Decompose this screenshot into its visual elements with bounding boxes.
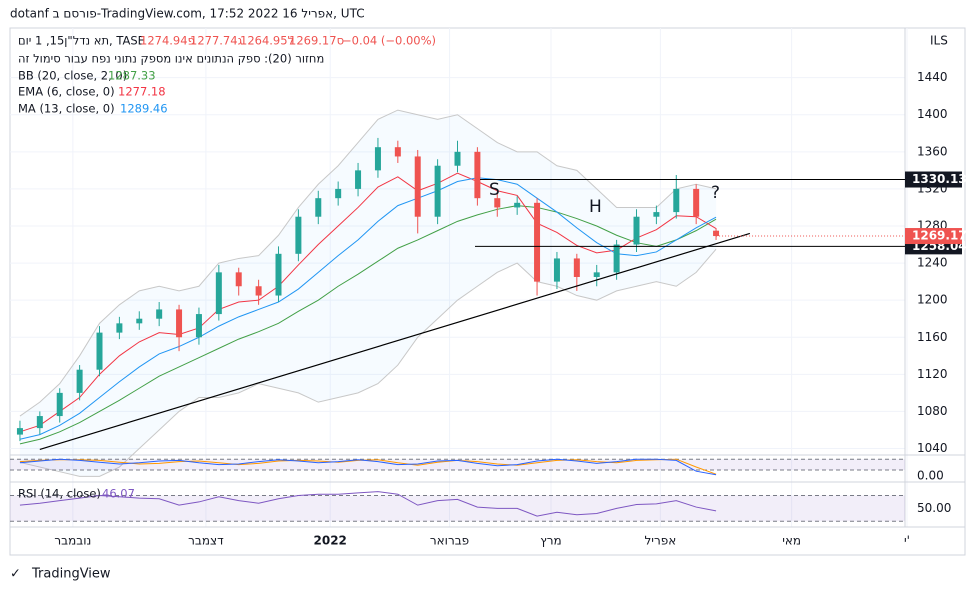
candle-body xyxy=(275,253,282,296)
annotation: ? xyxy=(711,183,720,203)
bb-lower xyxy=(19,248,717,477)
candle-body xyxy=(693,188,700,217)
candle-body xyxy=(553,258,560,282)
ohlc: ס1269.17 xyxy=(289,34,344,48)
y-tick-label: 1160 xyxy=(917,330,948,344)
candle-body xyxy=(156,309,163,319)
ma-legend: MA (13, close, 0) xyxy=(18,102,115,116)
price-label: 1269.17 xyxy=(912,229,967,243)
ema-value: 1277.18 xyxy=(118,85,166,99)
header: dotanf פורסם ב-TradingView.com, 17:52 20… xyxy=(10,7,365,21)
x-tick-label: נובמבר xyxy=(54,534,91,548)
candle-body xyxy=(355,170,362,189)
candle-body xyxy=(36,416,43,429)
x-tick-label: 2022 xyxy=(314,534,347,548)
candle-body xyxy=(315,198,322,217)
candle-body xyxy=(593,272,600,277)
bb-value: 1287.33 xyxy=(108,69,156,83)
ohlc: ל1264.95 xyxy=(240,34,294,48)
candle-body xyxy=(295,216,302,254)
candle-body xyxy=(235,272,242,287)
y-tick-label: 1200 xyxy=(917,293,948,307)
ema-legend: EMA (6, close, 0) xyxy=(18,85,115,99)
ma-value: 1289.46 xyxy=(120,102,168,116)
logo-mark: ✓ xyxy=(10,567,21,582)
ohlc: פ1274.94 xyxy=(140,34,195,48)
candle-body xyxy=(176,309,183,338)
candle-body xyxy=(255,286,262,296)
x-tick-label: מאי xyxy=(782,534,801,548)
candle-body xyxy=(414,156,421,217)
indicator-line xyxy=(19,177,717,440)
y-tick-label: 1120 xyxy=(917,367,948,381)
candle-body xyxy=(16,428,23,435)
y-tick-label: 1400 xyxy=(917,107,948,121)
y-tick-label: 1080 xyxy=(917,404,948,418)
y-tick-label: 1040 xyxy=(917,441,948,455)
candle-body xyxy=(534,202,541,282)
change: −0.04 (−0.00%) xyxy=(342,34,436,48)
frame xyxy=(9,27,966,556)
x-tick-label: פברואר xyxy=(430,534,469,548)
x-tick-label: דצמבר xyxy=(188,534,224,548)
y-tick-label: 0.00 xyxy=(917,469,944,483)
oscillator-line xyxy=(19,458,717,476)
candle-body xyxy=(434,165,441,217)
annotation: S xyxy=(489,180,500,200)
trendline xyxy=(39,232,751,451)
level-label: 1330.13 xyxy=(912,172,967,186)
candle-body xyxy=(96,332,103,370)
annotation: H xyxy=(589,197,602,217)
volume-note: מחזור (20): ספק הנתונים אינו מספק נתוני … xyxy=(18,52,324,66)
footer: TradingView xyxy=(31,567,111,582)
candle-body xyxy=(394,147,401,157)
oscillator-line xyxy=(19,458,717,475)
candle-body xyxy=(195,314,202,338)
candle-body xyxy=(374,147,381,171)
candle-body xyxy=(613,244,620,273)
bb-basis xyxy=(19,205,717,445)
price-box xyxy=(905,228,962,245)
indicator-line xyxy=(19,172,717,433)
candle-body xyxy=(573,258,580,277)
rsi-line xyxy=(19,491,717,517)
symbol: תא נדל"ן15, 1 יום, TASE xyxy=(18,34,145,48)
ohlc: ג1277.74 xyxy=(190,34,243,48)
candle-body xyxy=(116,323,123,333)
candle-body xyxy=(713,230,720,237)
candle-body xyxy=(653,212,660,217)
x-tick-label: אפריל xyxy=(644,534,676,548)
candle-body xyxy=(215,272,222,315)
candle-body xyxy=(474,151,481,199)
x-tick-label: מרץ xyxy=(540,534,561,548)
level-box xyxy=(905,171,962,188)
candle-body xyxy=(633,216,640,245)
candle-body xyxy=(76,369,83,393)
band-fill xyxy=(10,459,905,470)
x-tick-label: י' xyxy=(904,534,910,548)
candle-body xyxy=(454,151,461,166)
candle-body xyxy=(335,188,342,199)
y-tick-label: 50.00 xyxy=(917,501,951,515)
bb-legend: BB (20, close, 2, 0) xyxy=(18,69,127,83)
rsi-legend: RSI (14, close) xyxy=(18,487,101,501)
bb-upper xyxy=(19,109,717,417)
candle-body xyxy=(673,188,680,213)
candle-body xyxy=(494,198,501,208)
candle-body xyxy=(136,318,143,324)
candle-body xyxy=(514,202,521,208)
y-tick-label: 1440 xyxy=(917,70,948,84)
currency: ILS xyxy=(930,34,948,48)
y-tick-label: 1240 xyxy=(917,256,948,270)
candle-body xyxy=(56,392,63,417)
rsi-value: 46.07 xyxy=(102,487,135,501)
y-tick-label: 1360 xyxy=(917,144,948,158)
